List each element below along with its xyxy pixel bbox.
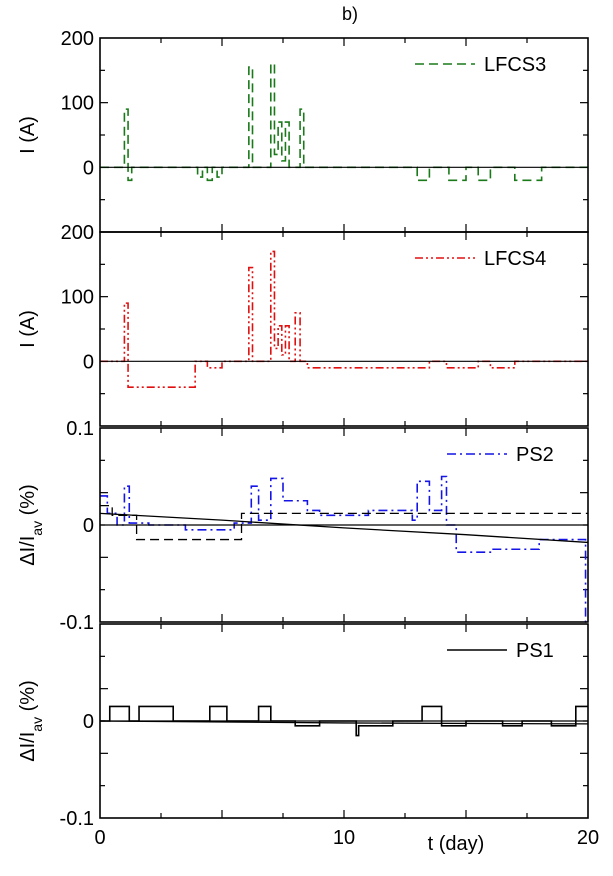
y-tick-label: 0	[83, 157, 94, 179]
x-tick-label: 10	[333, 827, 355, 849]
x-tick-label: 0	[94, 827, 105, 849]
legend-label: LFCS4	[484, 248, 546, 270]
series-ps2	[100, 475, 588, 623]
y-tick-label: 0.1	[66, 418, 94, 440]
reference-line-2	[100, 504, 588, 541]
y-axis-label: ΔI/Iav (%)	[17, 484, 45, 566]
y-tick-label: 200	[61, 222, 94, 244]
y-tick-label: 0	[83, 351, 94, 373]
chart-panel-2: 0 100 200 I (A) LFCS4	[17, 222, 589, 427]
y-tick-label: 0	[83, 711, 94, 733]
reference-line-3	[99, 512, 589, 544]
chart-panel-1: 0 100 200 I (A) LFCS3	[17, 28, 589, 233]
legend-label: PS2	[516, 444, 554, 466]
plot-frame	[99, 427, 589, 623]
y-axis-label: I (A)	[17, 310, 39, 348]
plot-frame	[99, 623, 589, 819]
chart-panel-3: -0.1 0 0.1 ΔI/Iav (%) PS2	[17, 418, 589, 634]
series-lfcs4	[100, 250, 588, 388]
legend-label: PS1	[516, 640, 554, 662]
y-tick-label: -0.1	[60, 808, 94, 830]
y-tick-label: 0	[83, 515, 94, 537]
y-tick-label: 100	[61, 287, 94, 309]
legend-label: LFCS3	[484, 54, 546, 76]
y-tick-label: -0.1	[60, 612, 94, 634]
figure-label: b)	[342, 4, 358, 24]
series-lfcs3	[100, 63, 588, 182]
y-axis-label: I (A)	[17, 116, 39, 154]
y-tick-label: 200	[61, 28, 94, 50]
plot-frame	[99, 231, 589, 427]
x-axis-label: t (day)	[428, 833, 485, 855]
reference-line-2	[99, 720, 589, 725]
y-tick-label: 100	[61, 93, 94, 115]
y-axis-label: ΔI/Iav (%)	[17, 680, 45, 762]
x-tick-label: 20	[577, 827, 599, 849]
